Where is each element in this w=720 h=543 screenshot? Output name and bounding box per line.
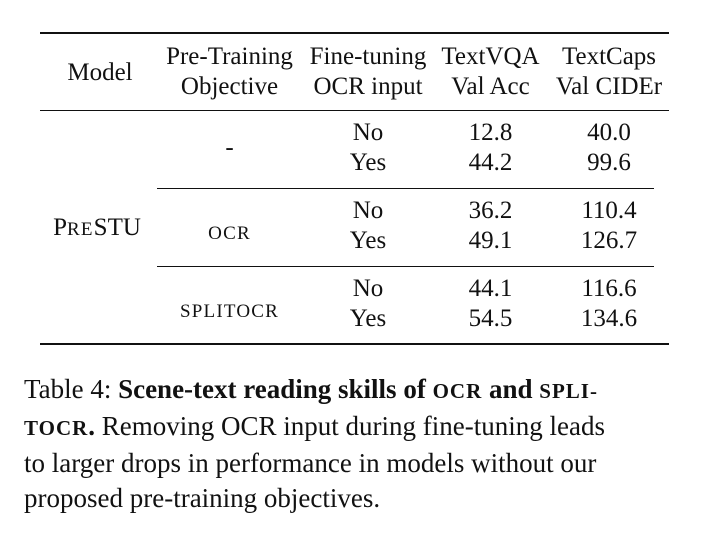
textcaps-cell: 134.6 [580, 305, 638, 332]
caption-line-4: proposed pre-training objectives. [24, 483, 381, 513]
objective-cell: OCR [208, 223, 251, 244]
textvqa-cell: 44.2 [468, 149, 513, 176]
textcaps-cell: 126.7 [580, 227, 638, 254]
caption-line-3: to larger drops in performance in models… [24, 448, 597, 478]
textvqa-cell: 36.2 [468, 197, 513, 224]
ocr-input-cell: Yes [349, 305, 387, 332]
header-objective-line1: Pre-Training [166, 43, 293, 70]
textcaps-cell: 110.4 [581, 197, 637, 224]
header-objective-line2: Objective [180, 73, 279, 100]
table-top-rule [40, 32, 669, 34]
table-caption: Table 4: Scene-text reading skills of OC… [24, 372, 696, 516]
objective-cell: - [225, 134, 234, 161]
textcaps-cell: 116.6 [581, 275, 637, 302]
header-textcaps-line1: TextCaps [561, 43, 657, 70]
textvqa-cell: 12.8 [468, 119, 513, 146]
ocr-input-cell: No [352, 197, 384, 224]
ocr-input-cell: No [352, 119, 384, 146]
model-name: PRESTU [53, 214, 141, 241]
ocr-input-cell: Yes [349, 227, 387, 254]
textvqa-cell: 44.1 [468, 275, 513, 302]
caption-line-2: TOCR. Removing OCR input during fine-tun… [24, 411, 606, 441]
table-bottom-rule [40, 343, 669, 345]
header-ocr-line2: OCR input [313, 73, 423, 100]
header-model: Model [67, 59, 133, 86]
group-divider-2 [157, 266, 654, 267]
caption-title: Scene-text reading skills of OCR and SPL… [118, 374, 598, 404]
objective-cell: SPLITOCR [180, 301, 279, 322]
header-textvqa-line1: TextVQA [441, 43, 540, 70]
group-divider-1 [157, 188, 654, 189]
header-textcaps-line2: Val CIDEr [555, 73, 663, 100]
textcaps-cell: 40.0 [587, 119, 631, 146]
textcaps-cell: 99.6 [587, 149, 631, 176]
header-textvqa-line2: Val Acc [451, 73, 530, 100]
textvqa-cell: 49.1 [468, 227, 513, 254]
caption-label: Table 4: [24, 374, 112, 404]
textvqa-cell: 54.5 [468, 305, 513, 332]
ocr-input-cell: Yes [349, 149, 387, 176]
caption-line-1: Table 4: Scene-text reading skills of OC… [24, 372, 696, 409]
table-header-rule [40, 110, 669, 111]
ocr-input-cell: No [352, 275, 384, 302]
header-ocr-line1: Fine-tuning [309, 43, 427, 70]
